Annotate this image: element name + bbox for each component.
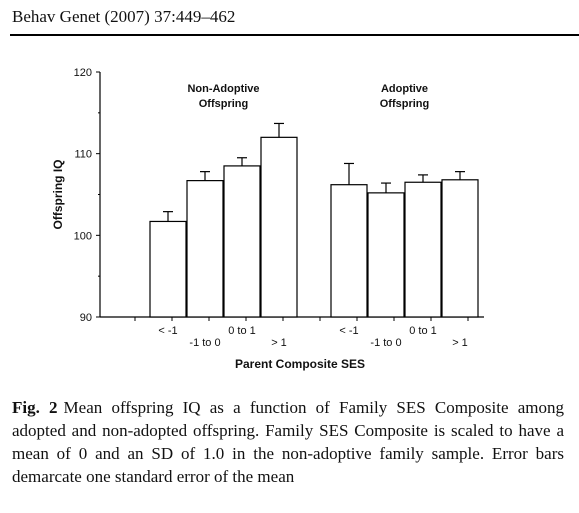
bar — [224, 166, 260, 317]
bar — [261, 137, 297, 317]
y-tick-label: 110 — [74, 149, 92, 161]
x-category-label: 0 to 1 — [228, 325, 256, 337]
x-category-label: > 1 — [271, 337, 287, 349]
y-tick-label: 90 — [80, 312, 92, 324]
journal-reference: Behav Genet (2007) 37:449–462 — [12, 7, 235, 27]
figure-caption: Fig. 2 Mean offspring IQ as a function of… — [12, 396, 564, 488]
series-group-label: Offspring — [199, 98, 249, 110]
y-tick-label: 100 — [74, 230, 92, 242]
series-group-label: Non-Adoptive — [187, 83, 259, 95]
caption-text: Mean offspring IQ as a function of Famil… — [12, 398, 564, 486]
x-category-label: -1 to 0 — [189, 337, 220, 349]
header-rule — [10, 34, 579, 36]
x-axis-title: Parent Composite SES — [235, 357, 365, 371]
x-category-label: -1 to 0 — [370, 337, 401, 349]
bar — [442, 180, 478, 317]
x-category-label: < -1 — [158, 325, 177, 337]
x-category-label: > 1 — [452, 337, 468, 349]
x-category-label: 0 to 1 — [409, 325, 437, 337]
y-tick-label: 120 — [74, 67, 92, 79]
bar — [187, 181, 223, 317]
bar — [368, 193, 404, 317]
x-category-label: < -1 — [339, 325, 358, 337]
series-group-label: Adoptive — [381, 83, 428, 95]
y-axis-title: Offspring IQ — [51, 160, 65, 230]
bar — [331, 185, 367, 317]
bar — [405, 182, 441, 317]
bar-chart: 90 100 110 120 Offspring IQ < -1 -1 to 0 0 to 1… — [0, 40, 579, 380]
series-group-label: Offspring — [380, 98, 430, 110]
bar — [150, 221, 186, 317]
figure-label: Fig. 2 — [12, 398, 58, 417]
